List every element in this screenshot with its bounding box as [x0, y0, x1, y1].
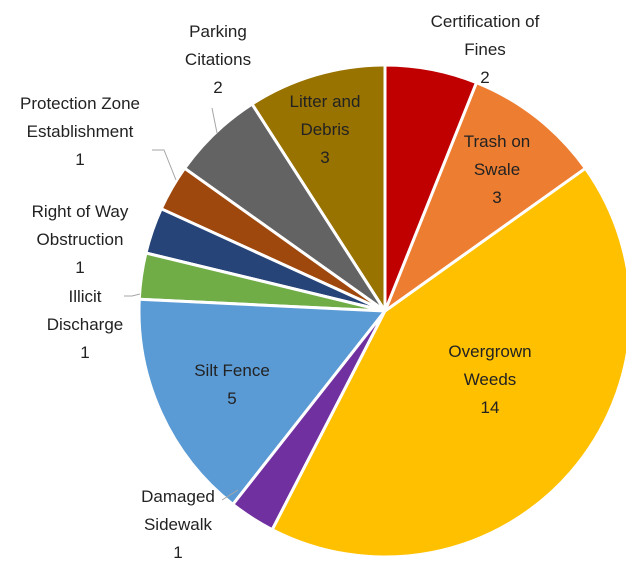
data-label: Litter and Debris 3 — [275, 88, 375, 172]
data-label: Silt Fence 5 — [177, 357, 287, 413]
data-label: Overgrown Weeds 14 — [430, 338, 550, 422]
value-label: 3 — [492, 188, 502, 207]
value-label: 2 — [480, 68, 490, 87]
pie-slice — [249, 63, 387, 317]
data-label: Certification of Fines 2 — [415, 8, 555, 92]
value-label: 2 — [213, 78, 223, 97]
data-label: Trash on Swale 3 — [452, 128, 542, 212]
category-label: Litter and Debris — [289, 92, 361, 139]
data-label: Damaged Sidewalk 1 — [123, 483, 233, 563]
data-label: Parking Citations 2 — [163, 18, 273, 102]
data-label: Protection Zone Establishment 1 — [5, 90, 155, 174]
category-label: Illicit Discharge — [46, 287, 124, 334]
value-label: 14 — [480, 398, 500, 417]
leader-line — [211, 107, 218, 134]
value-label: 1 — [75, 150, 85, 169]
leader-line — [124, 293, 141, 297]
category-label: Damaged Sidewalk — [141, 487, 215, 534]
leader-line — [152, 149, 177, 181]
data-label: Right of Way Obstruction 1 — [5, 198, 155, 282]
pie-slice — [381, 80, 588, 316]
category-label: Parking Citations — [184, 22, 252, 69]
pie-slice — [270, 166, 626, 559]
value-label: 5 — [227, 389, 237, 408]
category-label: Silt Fence — [194, 361, 270, 380]
data-label: Illicit Discharge 1 — [30, 283, 140, 367]
leader-line — [221, 489, 239, 501]
pie-slice — [383, 63, 479, 312]
value-label: 1 — [80, 343, 90, 362]
category-label: Right of Way Obstruction — [31, 202, 129, 249]
category-label: Protection Zone Establishment — [19, 94, 140, 141]
category-label: Trash on Swale — [463, 132, 531, 179]
value-label: 1 — [173, 543, 183, 562]
pie-slice — [137, 297, 388, 507]
category-label: Certification of Fines — [430, 12, 540, 59]
category-label: Overgrown Weeds — [448, 342, 532, 389]
value-label: 3 — [320, 148, 330, 167]
value-label: 1 — [75, 258, 85, 277]
